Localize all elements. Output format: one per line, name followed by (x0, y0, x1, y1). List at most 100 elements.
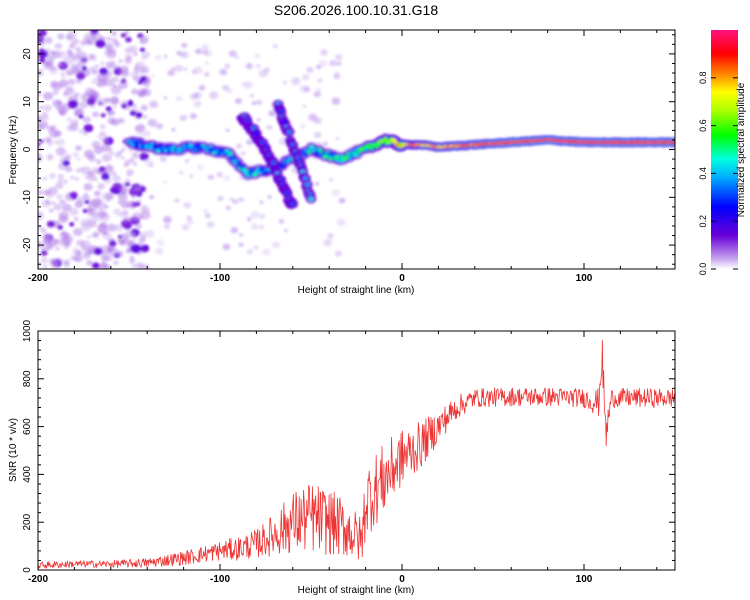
heatmap-noise-blob (176, 50, 183, 56)
heatmap-noise-blob (57, 62, 62, 67)
heatmap-noise-blob (43, 116, 50, 121)
heatmap-noise-blob (70, 175, 75, 180)
heatmap-noise-blob (82, 208, 88, 213)
heatmap-noise-blob (241, 82, 246, 87)
heatmap-noise-blob (63, 55, 75, 65)
heatmap-noise-blob (139, 232, 147, 239)
heatmap-noise-blob (156, 123, 164, 130)
heatmap-noise-blob (246, 249, 253, 255)
heatmap-noise-blob (49, 258, 57, 265)
heatmap-noise-blob (78, 100, 89, 109)
heatmap-xtick-label: -200 (28, 273, 48, 284)
heatmap-noise-blob (195, 48, 203, 55)
heatmap-noise-blob (42, 264, 48, 269)
heatmap-track-core (236, 161, 241, 165)
heatmap-noise-blob (62, 179, 69, 184)
colorbar-ticks: 0.0 0.2 0.4 0.6 0.8 (698, 72, 738, 275)
heatmap-ytick-label: -10 (22, 190, 33, 205)
heatmap-noise-blob (140, 40, 145, 44)
heatmap-noise-blob (53, 140, 59, 145)
heatmap-noise-blob (112, 104, 118, 109)
heatmap-noise-blob (137, 88, 147, 96)
heatmap-noise-blob (136, 262, 144, 269)
snr-ylabel: SNR (10 * v/v) (8, 418, 19, 482)
heatmap-noise-blob (171, 127, 176, 132)
heatmap-noise-blob (250, 211, 260, 219)
heatmap-noise-blob (58, 211, 69, 220)
heatmap-noise-blob (106, 36, 112, 42)
heatmap-noise-blob (258, 224, 265, 230)
heatmap-noise-blob (78, 114, 84, 119)
heatmap-noise-blob (163, 54, 168, 59)
heatmap-noise-blob (54, 257, 63, 265)
heatmap-noise-blob (86, 260, 93, 266)
heatmap-noise-blob (86, 98, 96, 106)
snr-frame (37, 330, 676, 571)
heatmap-noise-blob (170, 67, 176, 72)
heatmap-noise-blob (139, 70, 144, 74)
heatmap-noise-blob (181, 224, 190, 231)
heatmap-noise-blob (323, 141, 328, 146)
heatmap-noise-blob (43, 189, 51, 196)
heatmap-noise-blob (167, 70, 175, 77)
heatmap-noise-blob (114, 42, 121, 48)
heatmap-noise-blob (246, 217, 252, 222)
heatmap-noise-blob (163, 180, 168, 184)
heatmap-ytick-label: 20 (22, 48, 33, 60)
heatmap-noise-blob (110, 96, 119, 103)
heatmap-noise-blob (259, 214, 266, 219)
colorbar-gradient (711, 30, 738, 269)
heatmap-noise-blob (43, 91, 54, 101)
heatmap-noise-blob (42, 176, 47, 181)
heatmap-noise-blob (90, 210, 101, 219)
heatmap-noise-blob (38, 115, 44, 124)
heatmap-noise-blob (186, 215, 192, 221)
heatmap-noise-blob (249, 94, 255, 98)
heatmap-noise-blob (219, 68, 228, 76)
heatmap-noise-blob (67, 78, 76, 86)
heatmap-noise-blob (151, 123, 157, 128)
heatmap-noise-blob (122, 210, 129, 216)
heatmap-noise-blob (76, 157, 81, 161)
heatmap-noise-blob (48, 173, 56, 179)
heatmap-noise-blob (96, 73, 108, 82)
heatmap-track-core (313, 151, 318, 156)
heatmap-noise-blob (138, 237, 146, 244)
heatmap-noise-blob (75, 145, 82, 151)
heatmap-noise-blob (232, 199, 239, 205)
heatmap-noise-blob (55, 181, 64, 190)
heatmap-noise-blob (222, 84, 229, 91)
heatmap-noise-blob (123, 221, 132, 230)
heatmap-noise-blob (229, 197, 234, 202)
heatmap-noise-blob (45, 200, 50, 204)
heatmap-noise-blob (75, 250, 82, 256)
heatmap-noise-blob (121, 103, 127, 109)
heatmap-noise-blob (95, 197, 103, 204)
heatmap-noise-blob (91, 262, 100, 269)
heatmap-track-core (195, 143, 200, 148)
heatmap-noise-blob (94, 64, 99, 68)
heatmap-noise-blob (49, 208, 54, 213)
heatmap-track-core (242, 167, 247, 172)
heatmap-noise-blob (315, 64, 322, 70)
heatmap-noise-blob (74, 200, 84, 208)
heatmap-noise-blob (144, 84, 150, 89)
heatmap-track-core (326, 152, 331, 156)
heatmap-noise-blob (91, 231, 100, 238)
heatmap-noise-blob (250, 223, 259, 230)
heatmap-noise-blob (124, 57, 132, 65)
heatmap-noise-blob (111, 76, 119, 83)
heatmap-noise-blob (104, 164, 114, 173)
heatmap-noise-blob (83, 183, 93, 191)
heatmap-noise-blob (76, 255, 84, 261)
heatmap-noise-blob (121, 182, 126, 187)
heatmap-noise-blob (135, 223, 142, 229)
heatmap-noise-blob (203, 209, 209, 214)
heatmap-noise-blob (66, 117, 72, 122)
heatmap-noise-blob (174, 64, 183, 72)
heatmap-noise-blob (105, 49, 117, 59)
heatmap-noise-blob (197, 164, 205, 171)
heatmap-noise-blob (55, 246, 60, 251)
heatmap-noise-blob (193, 100, 202, 108)
